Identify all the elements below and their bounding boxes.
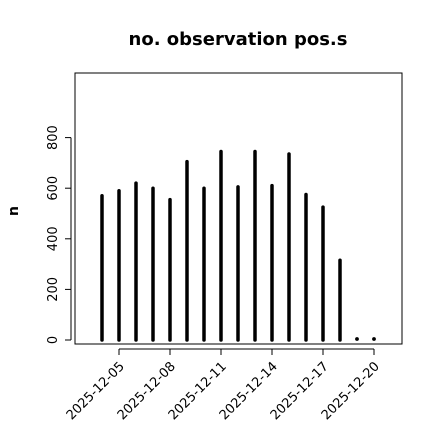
bars <box>100 149 376 342</box>
y-tick-label: 200 <box>46 277 61 302</box>
plot-frame <box>74 72 403 345</box>
y-axis-label: n <box>6 206 22 216</box>
y-axis: 0 200 400 600 800 <box>46 125 72 344</box>
bar-zero-dot <box>355 337 359 341</box>
y-tick-label: 600 <box>46 176 61 201</box>
bar-zero-dot <box>372 337 376 341</box>
y-tick-label: 400 <box>46 226 61 251</box>
y-tick-label: 0 <box>46 336 61 344</box>
x-axis: 2025-12-052025-12-082025-12-112025-12-14… <box>64 348 383 423</box>
chart-title: no. observation pos.s <box>129 29 348 50</box>
y-tick-label: 800 <box>46 125 61 150</box>
